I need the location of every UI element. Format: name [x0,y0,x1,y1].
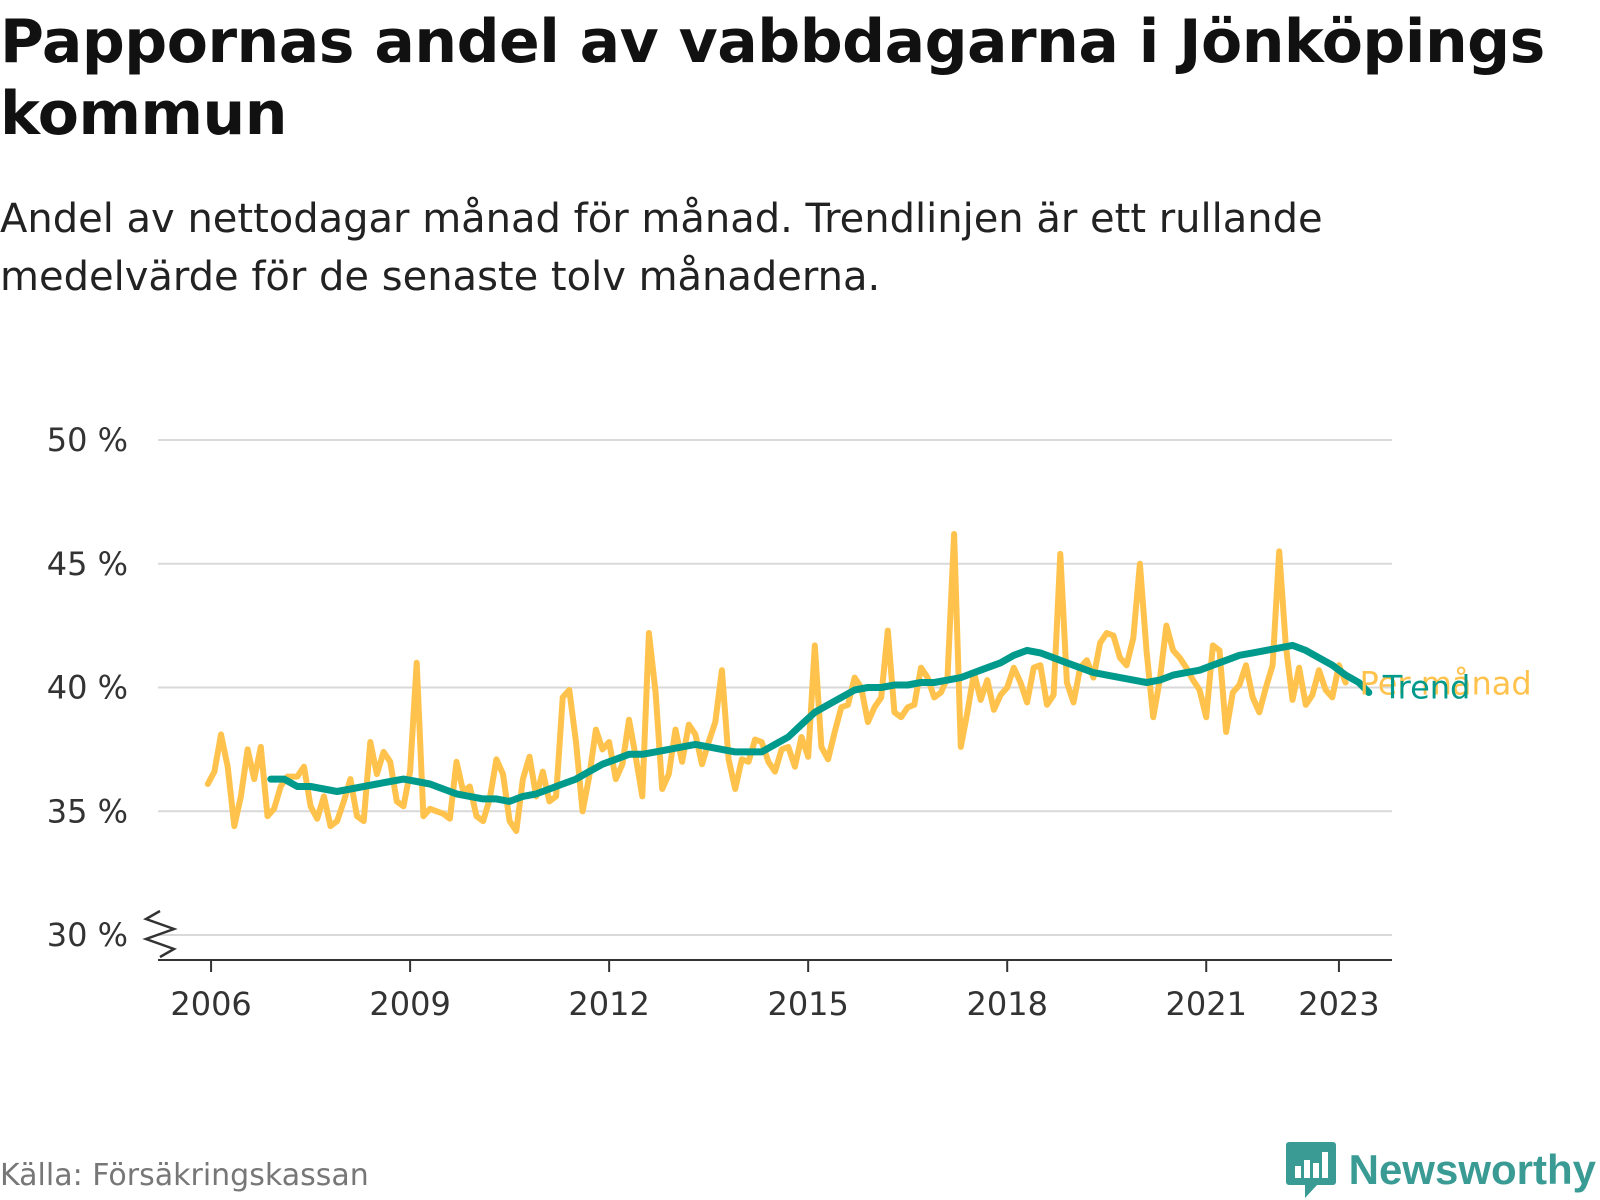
y-axis-break-icon [142,909,178,959]
y-tick-label: 50 % [47,421,128,459]
brand-name: Newsworthy [1348,1146,1596,1193]
series-line-1 [267,641,1373,805]
series-line-0 [204,531,1349,834]
chart-subtitle: Andel av nettodagar månad för månad. Tre… [0,196,1323,300]
x-tick-label: 2023 [1298,985,1379,1023]
brand-logo: Newsworthy [1285,1140,1596,1200]
bar-chart-speech-bubble-icon [1285,1142,1336,1198]
series-label-0: Per månad [1360,665,1532,703]
y-tick-label: 30 % [47,916,128,954]
series-lines [204,531,1373,834]
y-tick-label: 45 % [47,545,128,583]
y-tick-label: 40 % [47,669,128,707]
x-tick-labels: 2006 2009 2012 2015 2018 2021 2023 [170,985,1379,1023]
x-tick-label: 2009 [369,985,450,1023]
chart-title: Pappornas andel av vabbdagarna i Jönköpi… [0,7,1545,149]
source-note: Källa: Försäkringskassan [0,1158,369,1193]
x-tick-label: 2021 [1166,985,1247,1023]
x-tick-label: 2012 [568,985,649,1023]
y-tick-labels: 30 % 35 % 40 % 45 % 50 % [47,421,128,954]
x-tick-label: 2006 [170,985,251,1023]
x-axis [142,909,1392,972]
x-tick-label: 2018 [966,985,1047,1023]
x-tick-label: 2015 [767,985,848,1023]
y-tick-label: 35 % [47,792,128,830]
series-label-1: Trend [1382,668,1471,706]
